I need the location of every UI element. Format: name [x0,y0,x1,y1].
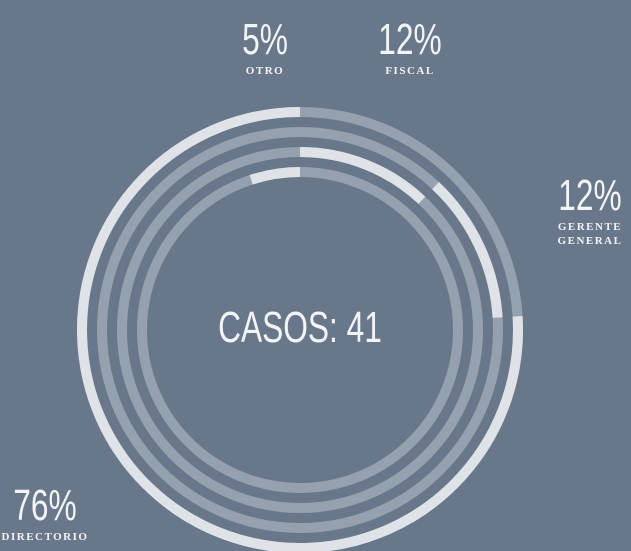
category-label: GERENTE GENERAL [557,221,623,247]
data-label: 12% GERENTE GENERAL [540,174,631,248]
value-label: 76% [13,481,77,530]
ring-arc [77,107,523,551]
value-label: 12% [558,171,622,220]
data-label: 76% DIRECTORIO [0,484,95,544]
data-label: 5% OTRO [215,18,315,78]
data-label: 12% FISCAL [360,18,460,78]
center-label: CASOS: 41 [218,303,382,352]
value-label: 12% [378,15,442,64]
value-label: 5% [242,15,288,64]
category-label: FISCAL [385,65,435,77]
category-label: OTRO [245,65,285,77]
ring-arc [299,147,426,204]
ring-arc [249,167,301,185]
category-label: DIRECTORIO [1,531,89,543]
ring-track [97,127,503,533]
ring-arc [432,182,503,318]
